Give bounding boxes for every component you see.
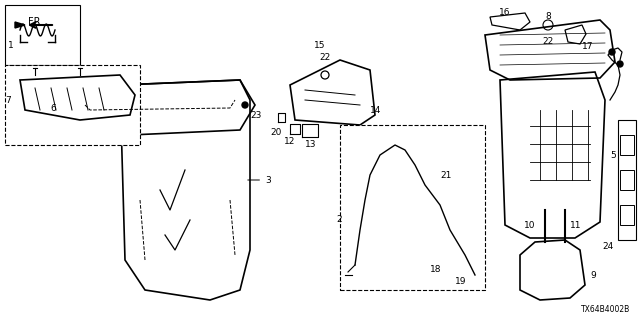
Circle shape [617,61,623,67]
Text: 22: 22 [542,37,554,46]
Bar [620,205,634,225]
Text: 17: 17 [582,42,593,51]
Bar [340,125,485,290]
Text: FR.: FR. [28,17,43,27]
Bar [5,5,80,65]
Text: 11: 11 [570,220,582,229]
Text: 10: 10 [524,220,535,229]
Circle shape [609,49,615,55]
Polygon shape [15,22,25,28]
Text: 20: 20 [270,128,282,137]
Text: 18: 18 [430,266,442,275]
Text: 3: 3 [248,175,271,185]
Bar [620,170,634,190]
Text: 13: 13 [305,140,317,149]
Text: 5: 5 [610,150,616,159]
Text: 14: 14 [370,106,381,115]
Text: 1: 1 [8,41,13,50]
Bar [5,65,140,145]
Text: 16: 16 [499,8,511,17]
Text: 12: 12 [284,137,296,146]
Text: 22: 22 [319,53,331,62]
Text: 2: 2 [337,215,342,225]
Bar [620,135,634,155]
Circle shape [242,102,248,108]
Bar [618,120,636,240]
Text: 15: 15 [314,41,326,50]
Text: 9: 9 [590,270,596,279]
Text: 7: 7 [5,95,11,105]
Text: 19: 19 [455,277,467,286]
Text: 23: 23 [250,110,261,119]
Text: 21: 21 [440,171,451,180]
Text: 24: 24 [603,242,614,251]
Text: 8: 8 [545,12,551,21]
Text: TX64B4002B: TX64B4002B [580,305,630,314]
Text: 6: 6 [51,103,56,113]
